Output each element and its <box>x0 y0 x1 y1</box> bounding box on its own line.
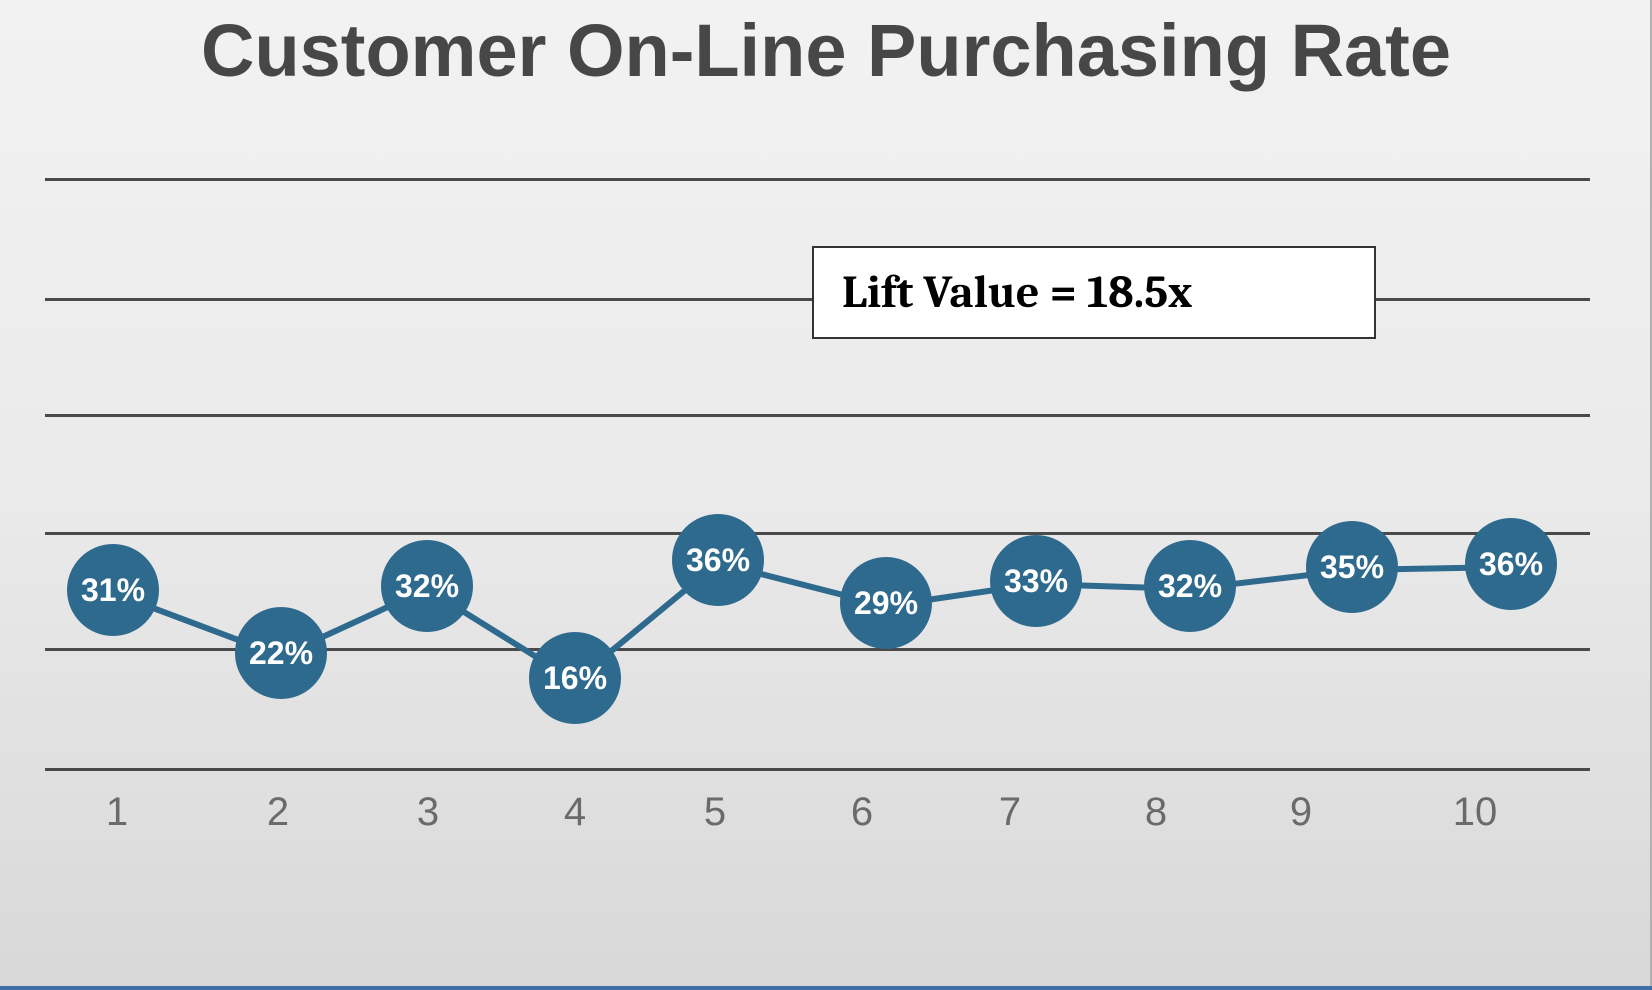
x-tick-label: 10 <box>1453 790 1498 835</box>
gridline <box>45 178 1590 181</box>
x-tick-label: 5 <box>704 790 726 835</box>
data-marker: 36% <box>1465 518 1557 610</box>
chart-stage: Customer On-Line Purchasing Rate 31% 22% 3… <box>0 0 1652 990</box>
data-marker-label: 36% <box>686 542 750 579</box>
x-tick-label: 6 <box>851 790 873 835</box>
data-marker-label: 31% <box>81 572 145 609</box>
data-marker-label: 33% <box>1004 563 1068 600</box>
data-marker-label: 16% <box>543 660 607 697</box>
data-marker-label: 35% <box>1320 549 1384 586</box>
gridline <box>45 768 1590 771</box>
data-marker-label: 32% <box>395 568 459 605</box>
x-tick-label: 1 <box>106 790 128 835</box>
data-marker: 31% <box>67 544 159 636</box>
data-marker-label: 22% <box>249 635 313 672</box>
data-marker-label: 32% <box>1158 568 1222 605</box>
data-marker: 16% <box>529 632 621 724</box>
lift-value-text: Lift Value = 18.5x <box>842 266 1192 319</box>
data-marker-label: 36% <box>1479 546 1543 583</box>
x-tick-label: 4 <box>564 790 586 835</box>
x-tick-label: 8 <box>1145 790 1167 835</box>
x-tick-label: 7 <box>999 790 1021 835</box>
data-marker: 32% <box>1144 540 1236 632</box>
data-marker: 36% <box>672 514 764 606</box>
lift-value-callout: Lift Value = 18.5x <box>812 246 1376 339</box>
chart-title-text: Customer On-Line Purchasing Rate <box>201 9 1451 92</box>
x-tick-label: 9 <box>1290 790 1312 835</box>
data-marker: 29% <box>840 557 932 649</box>
data-marker: 35% <box>1306 521 1398 613</box>
data-marker: 33% <box>990 535 1082 627</box>
data-marker: 32% <box>381 540 473 632</box>
data-marker-label: 29% <box>854 585 918 622</box>
chart-title: Customer On-Line Purchasing Rate <box>0 10 1652 93</box>
data-marker: 22% <box>235 607 327 699</box>
bottom-accent-bar <box>0 986 1652 990</box>
x-tick-label: 2 <box>267 790 289 835</box>
x-tick-label: 3 <box>417 790 439 835</box>
gridline <box>45 414 1590 417</box>
